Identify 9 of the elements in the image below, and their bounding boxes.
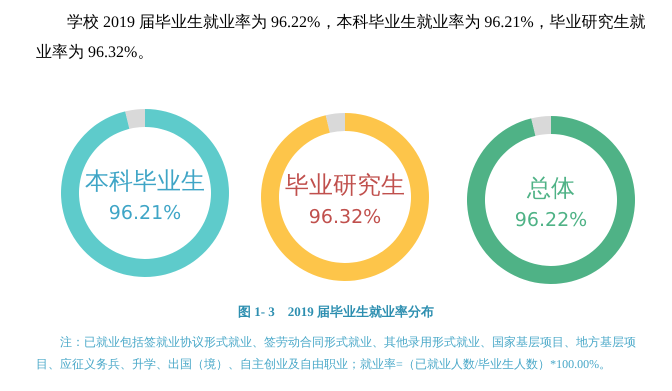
- text: 学校 2019 届毕业生就业率为 96.22%，本科毕业生就业率为 96.21%，毕业研究生就业率为 96.32%。: [36, 12, 646, 63]
- slice-label: 总体: [526, 174, 575, 202]
- slice-label: 毕业研究生: [285, 171, 405, 199]
- data-label: 96.22%: [514, 209, 588, 231]
- caption: 图 1- 3 2019 届毕业生就业率分布: [236, 303, 436, 321]
- data-label: 96.32%: [308, 206, 382, 228]
- text: 注：已就业包括签就业协议形式就业、签劳动合同形式就业、其他录用形式就业、国家基层项目、地方基层项目、应征义务兵、升学、出国（境）、自主创业及自由职业；就业率=（已就业人数/毕业生人数）*100.00%。: [36, 334, 636, 373]
- slice-label: 本科毕业生: [85, 167, 205, 195]
- data-label: 96.21%: [108, 202, 182, 224]
